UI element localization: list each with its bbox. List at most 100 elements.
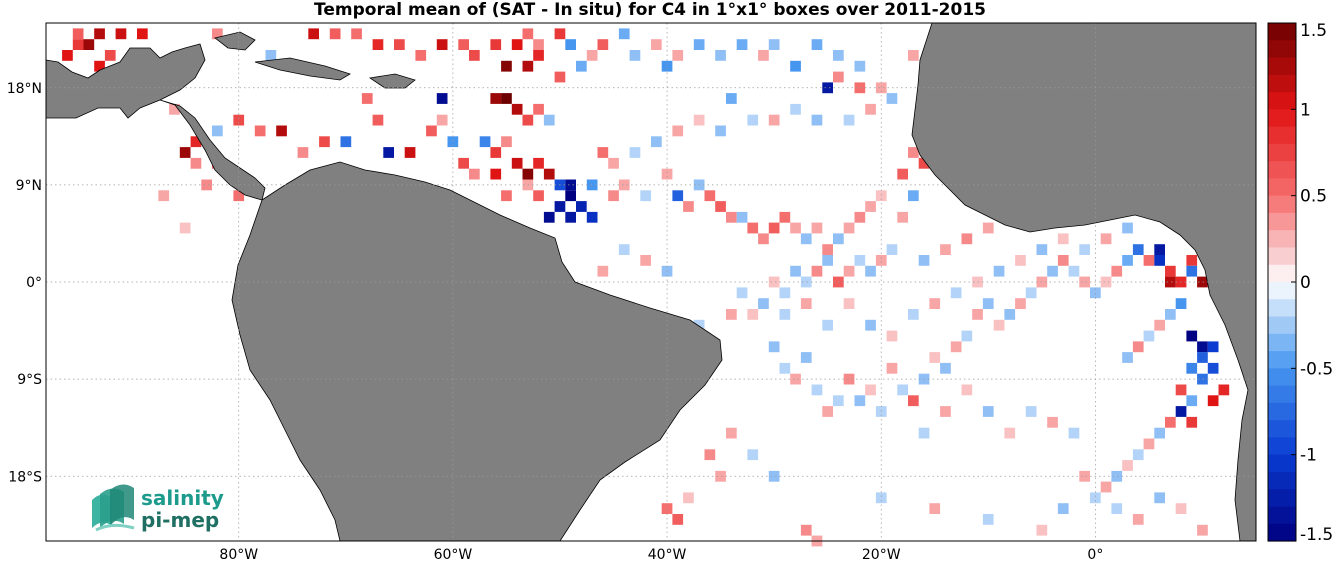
data-cell [533, 39, 544, 50]
data-cell [854, 82, 866, 94]
longitude-tick-label: 60°W [434, 547, 473, 563]
data-cell [1186, 330, 1198, 342]
data-cell [83, 39, 95, 50]
data-cell [458, 39, 469, 50]
colorbar-swatch [1268, 161, 1296, 179]
colorbar-tick-label: -1.5 [1300, 525, 1333, 545]
data-cell [511, 39, 523, 50]
data-cell [800, 298, 812, 309]
data-cell [854, 255, 866, 266]
data-cell [629, 147, 641, 158]
data-cell [768, 276, 780, 288]
data-cell [1057, 255, 1069, 266]
data-cell [618, 28, 630, 40]
data-cell [736, 39, 748, 50]
data-cell [747, 449, 759, 461]
data-cell [875, 255, 887, 266]
data-cell [833, 233, 844, 245]
data-cell [800, 233, 812, 245]
logo-line1: salinity [141, 486, 224, 510]
data-cell [790, 222, 801, 234]
data-cell [565, 39, 576, 50]
land-hispaniola [368, 73, 416, 89]
data-cell [758, 298, 769, 309]
data-cell [661, 60, 673, 72]
data-cell [522, 114, 534, 126]
colorbar-swatch [1268, 299, 1296, 318]
data-cell [94, 28, 105, 40]
data-cell [843, 114, 855, 126]
data-cell [511, 157, 523, 169]
data-cell [1175, 298, 1187, 309]
colorbar-swatch [1268, 351, 1296, 369]
data-cell [1036, 244, 1048, 255]
data-cell [586, 179, 598, 191]
data-cell [608, 157, 619, 169]
latitude-tick-label: 9°N [16, 178, 42, 194]
data-cell [1100, 233, 1112, 245]
data-cell [490, 93, 502, 104]
data-cell [908, 147, 919, 158]
data-cell [1175, 406, 1187, 417]
colorbar-swatch [1268, 178, 1296, 197]
data-cell [372, 39, 384, 50]
data-cell [533, 157, 544, 169]
data-cell [1218, 384, 1230, 396]
data-cell [1047, 265, 1058, 277]
data-cell [629, 50, 641, 61]
colorbar-labels: 1.5 1 0.5 0 -0.5 -1 -1.5 [1291, 21, 1333, 545]
data-cell [822, 82, 833, 94]
data-cell [1207, 395, 1219, 407]
map-title: Temporal mean of (SAT - In situ) for C4 … [314, 0, 986, 20]
data-cell [1165, 265, 1176, 277]
data-cell [1165, 416, 1176, 428]
data-cell [693, 114, 705, 126]
data-cell [201, 179, 212, 191]
data-cell [715, 470, 726, 482]
data-cell [436, 39, 448, 50]
latitude-tick-label: 18°N [7, 81, 42, 97]
colorbar-swatch [1268, 143, 1296, 162]
data-cell [726, 211, 737, 223]
data-cell [137, 28, 148, 40]
logo-waves-icon [92, 484, 135, 532]
colorbar-swatch [1268, 74, 1296, 93]
data-cell [950, 287, 962, 299]
longitude-tick-label: 40°W [648, 547, 687, 563]
land-central-america-isthmus [159, 99, 266, 201]
data-cell [886, 93, 898, 104]
data-cell [779, 309, 791, 320]
data-cell [372, 114, 384, 126]
data-cell [918, 427, 930, 439]
data-cell [961, 330, 973, 342]
data-cell [586, 211, 598, 223]
data-cell [1015, 255, 1026, 266]
land-cuba [254, 57, 351, 81]
data-cell [1154, 244, 1165, 255]
data-cell [1079, 276, 1090, 288]
latitude-tick-label: 0° [26, 275, 42, 291]
data-cell [1186, 395, 1198, 407]
data-cell [115, 28, 127, 40]
data-cell [554, 201, 566, 212]
data-cell [543, 211, 555, 223]
data-cell [854, 60, 866, 72]
colorbar-swatch [1268, 333, 1296, 352]
data-cell [1057, 233, 1069, 245]
latitude-tick-label: 18°S [8, 469, 42, 485]
data-cell [1122, 255, 1133, 266]
data-cell [1186, 362, 1198, 374]
data-cell [329, 28, 341, 40]
data-cell [886, 330, 898, 342]
data-cell [972, 309, 983, 320]
data-cell [886, 362, 898, 374]
data-cell [1132, 514, 1144, 525]
data-cell [169, 103, 180, 115]
data-cell [779, 211, 791, 223]
colorbar-swatch [1268, 420, 1296, 438]
colorbar-swatch [1268, 471, 1296, 490]
data-cell [1132, 341, 1144, 353]
data-cell [940, 362, 951, 374]
data-cell [640, 255, 651, 266]
data-cell [490, 147, 502, 158]
